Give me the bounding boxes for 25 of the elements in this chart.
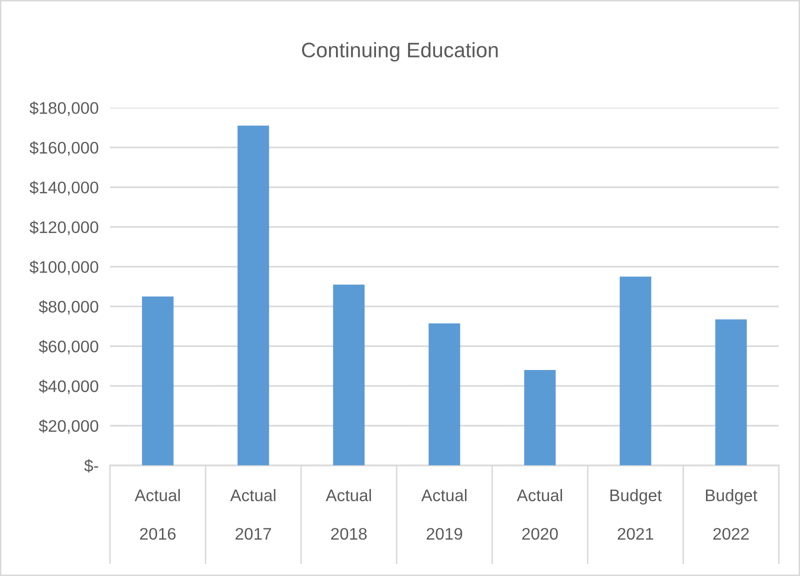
- y-tick-label: $140,000: [30, 180, 98, 196]
- category-label: Budget 2022: [706, 489, 758, 540]
- bar: [428, 323, 460, 466]
- category-label: Budget 2021: [610, 489, 662, 540]
- y-tick-label: $80,000: [38, 300, 98, 315]
- bar: [524, 370, 556, 466]
- y-tick-label: $-: [84, 459, 98, 473]
- chart-title: Continuing Education: [302, 42, 498, 62]
- y-tick-label: $120,000: [30, 220, 98, 236]
- bar: [715, 319, 747, 466]
- category-label: Actual 2018: [326, 489, 371, 540]
- y-tick-label: $20,000: [38, 419, 98, 434]
- y-tick-label: $180,000: [30, 101, 98, 116]
- y-tick-label: $40,000: [38, 380, 98, 394]
- y-tick-label: $160,000: [30, 141, 98, 156]
- bar: [620, 276, 652, 466]
- bar: [333, 284, 365, 466]
- category-label: Actual 2016: [134, 489, 180, 540]
- bar: [238, 126, 270, 466]
- category-label: Actual 2020: [516, 489, 562, 540]
- category-label: Actual 2019: [421, 489, 466, 540]
- y-tick-label: $100,000: [30, 260, 98, 275]
- y-tick-label: $60,000: [38, 340, 98, 354]
- category-label: Actual 2017: [230, 489, 276, 540]
- bar: [142, 296, 174, 466]
